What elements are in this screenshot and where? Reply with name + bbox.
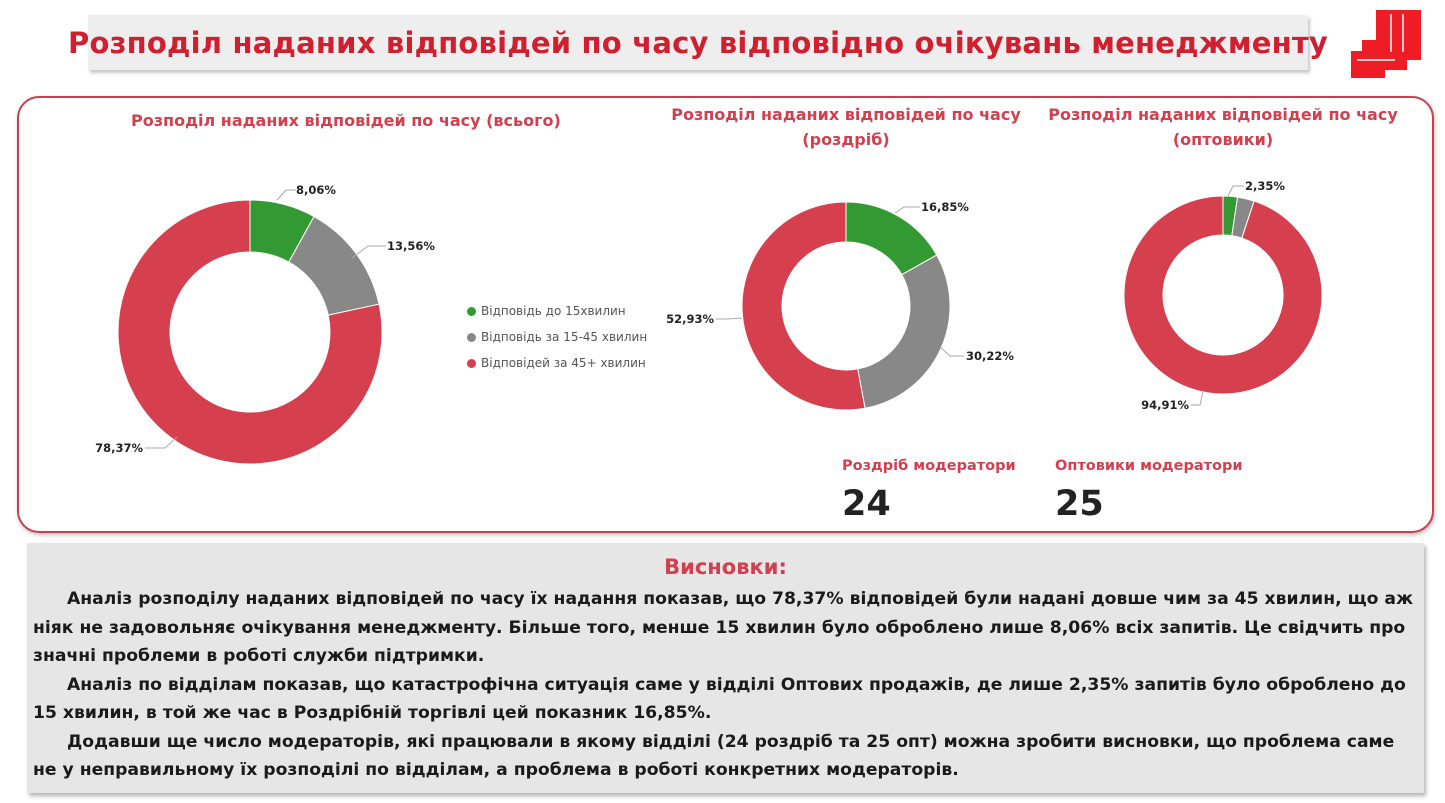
donut-2-slice-2: [1123, 195, 1323, 395]
chart-legend: Відповідь до 15хвилин Відповідь за 15-45…: [467, 298, 647, 376]
legend-dot-gray: [467, 332, 476, 342]
brand-logo: [1351, 10, 1421, 78]
donut-1-data-label-2: 52,93%: [666, 312, 714, 326]
donut-1-data-label-1: 30,22%: [966, 349, 1014, 363]
legend-label: Відповідь до 15хвилин: [481, 304, 626, 318]
wholesale-moderators-value: 25: [1055, 484, 1104, 524]
chart-title-retail-line1: Розподіл наданих відповідей по часу: [671, 105, 1021, 124]
chart-title-retail: Розподіл наданих відповідей по часу (роз…: [666, 102, 1026, 152]
chart-title-total: Розподіл наданих відповідей по часу (всь…: [131, 111, 561, 130]
donut-0-leader-2: [145, 436, 178, 449]
donut-1-slice-1: [857, 254, 951, 409]
donut-2-data-label-0: 2,35%: [1245, 179, 1285, 193]
donut-2-leader-0: [1227, 185, 1244, 197]
chart-title-retail-line2: (роздріб): [802, 130, 890, 149]
legend-item-under-15: Відповідь до 15хвилин: [467, 298, 647, 324]
donut-0-slice-2: [117, 199, 383, 465]
chart-title-wholesale-line1: Розподіл наданих відповідей по часу: [1048, 105, 1398, 124]
donut-2-data-label-2: 94,91%: [1141, 398, 1189, 412]
wholesale-moderators-label: Оптовики модератори: [1055, 458, 1243, 474]
donut-1-data-label-0: 16,85%: [921, 200, 969, 214]
legend-label: Відповідей за 45+ хвилин: [481, 356, 646, 370]
donut-1-slice-2: [741, 201, 866, 411]
donut-1-leader-0: [894, 206, 920, 214]
legend-label: Відповідь за 15-45 хвилин: [481, 330, 648, 344]
donut-1-leader-2: [716, 317, 743, 320]
donut-0-leader-1: [351, 245, 386, 259]
donut-2-leader-2: [1191, 391, 1204, 406]
page-title-box: Розподіл наданих відповідей по часу відп…: [68, 15, 1328, 70]
donut-0-data-label-0: 8,06%: [296, 183, 336, 197]
donut-0-leader-0: [276, 189, 296, 201]
page-title: Розподіл наданих відповідей по часу відп…: [68, 25, 1328, 60]
conclusions-body: Аналіз розподілу наданих відповідей по ч…: [33, 585, 1418, 785]
chart-title-wholesale-line2: (оптовики): [1172, 130, 1274, 149]
donut-0-data-label-1: 13,56%: [387, 239, 435, 253]
legend-item-over-45: Відповідей за 45+ хвилин: [467, 350, 647, 376]
legend-dot-red: [467, 358, 476, 368]
conclusion-paragraph-3: Додавши ще число модераторів, які працюв…: [33, 731, 1395, 781]
retail-moderators-value: 24: [842, 484, 891, 524]
conclusions-title: Висновки:: [664, 555, 787, 579]
legend-item-15-45: Відповідь за 15-45 хвилин: [467, 324, 647, 350]
conclusions-panel: Висновки: Аналіз розподілу наданих відпо…: [27, 543, 1424, 793]
conclusion-paragraph-1: Аналіз розподілу наданих відповідей по ч…: [33, 589, 1414, 666]
legend-dot-green: [467, 306, 476, 316]
conclusion-paragraph-2: Аналіз по відділам показав, що катастроф…: [33, 674, 1406, 724]
retail-moderators-label: Роздріб модератори: [842, 458, 1016, 474]
donut-0-data-label-2: 78,37%: [95, 441, 143, 455]
donut-1-leader-1: [939, 346, 964, 357]
chart-title-wholesale: Розподіл наданих відповідей по часу (опт…: [1043, 102, 1403, 152]
